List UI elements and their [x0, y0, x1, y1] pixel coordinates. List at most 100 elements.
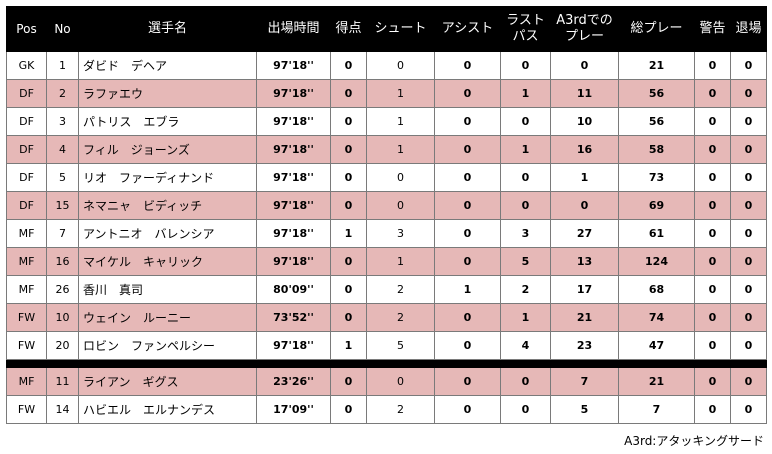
cell-a3rd: 11: [550, 79, 619, 108]
cell-no: 10: [46, 303, 79, 332]
cell-name: ラファエウ: [78, 79, 257, 108]
cell-name: マイケル キャリック: [78, 247, 257, 276]
cell-no: 7: [46, 219, 79, 248]
cell-no: 2: [46, 79, 79, 108]
cell-shots: 1: [366, 135, 435, 164]
cell-time: 97'18'': [256, 51, 331, 80]
cell-pos: DF: [6, 79, 47, 108]
player-row: FW 10 ウェイン ルーニー 73'52'' 0 2 0 1 21 74 0 0: [6, 303, 767, 332]
cell-exit: 0: [730, 367, 767, 396]
cell-warn: 0: [694, 191, 731, 220]
cell-last-pass: 1: [500, 303, 551, 332]
player-row: DF 2 ラファエウ 97'18'' 0 1 0 1 11 56 0 0: [6, 79, 767, 108]
cell-goals: 0: [330, 367, 367, 396]
header-warn: 警告: [694, 6, 731, 52]
cell-last-pass: 1: [500, 79, 551, 108]
cell-last-pass: 0: [500, 191, 551, 220]
cell-name: ハビエル エルナンデス: [78, 395, 257, 424]
cell-warn: 0: [694, 275, 731, 304]
header-name: 選手名: [78, 6, 257, 52]
cell-warn: 0: [694, 79, 731, 108]
cell-pos: FW: [6, 395, 47, 424]
cell-pos: DF: [6, 163, 47, 192]
cell-warn: 0: [694, 219, 731, 248]
cell-goals: 0: [330, 303, 367, 332]
cell-no: 20: [46, 331, 79, 360]
cell-goals: 0: [330, 247, 367, 276]
cell-a3rd: 21: [550, 303, 619, 332]
cell-goals: 0: [330, 395, 367, 424]
header-shots: シュート: [366, 6, 435, 52]
cell-name: ダビド デヘア: [78, 51, 257, 80]
cell-last-pass: 3: [500, 219, 551, 248]
cell-name: ライアン ギグス: [78, 367, 257, 396]
cell-exit: 0: [730, 51, 767, 80]
cell-exit: 0: [730, 303, 767, 332]
stats-body: GK 1 ダビド デヘア 97'18'' 0 0 0 0 0 21 0 0 DF 2 ラファエウ 97'18'…: [6, 51, 767, 424]
cell-warn: 0: [694, 107, 731, 136]
cell-time: 80'09'': [256, 275, 331, 304]
cell-warn: 0: [694, 51, 731, 80]
cell-warn: 0: [694, 367, 731, 396]
cell-pos: DF: [6, 191, 47, 220]
cell-last-pass: 5: [500, 247, 551, 276]
cell-goals: 1: [330, 219, 367, 248]
cell-name: リオ ファーディナンド: [78, 163, 257, 192]
cell-total: 58: [618, 135, 695, 164]
cell-goals: 1: [330, 331, 367, 360]
cell-last-pass: 0: [500, 395, 551, 424]
cell-time: 97'18'': [256, 163, 331, 192]
cell-exit: 0: [730, 163, 767, 192]
cell-no: 3: [46, 107, 79, 136]
header-pos: Pos: [6, 6, 47, 52]
player-row: DF 4 フィル ジョーンズ 97'18'' 0 1 0 1 16 58 0 0: [6, 135, 767, 164]
cell-a3rd: 1: [550, 163, 619, 192]
cell-assists: 0: [434, 331, 501, 360]
cell-name: ウェイン ルーニー: [78, 303, 257, 332]
header-row: Pos No 選手名 出場時間 得点 シュート アシスト ラスト パス A3rd…: [6, 6, 767, 52]
cell-shots: 0: [366, 51, 435, 80]
cell-assists: 0: [434, 135, 501, 164]
header-last-pass: ラスト パス: [500, 6, 551, 52]
cell-last-pass: 0: [500, 107, 551, 136]
cell-exit: 0: [730, 219, 767, 248]
cell-last-pass: 2: [500, 275, 551, 304]
cell-exit: 0: [730, 135, 767, 164]
cell-assists: 1: [434, 275, 501, 304]
cell-no: 26: [46, 275, 79, 304]
cell-shots: 1: [366, 107, 435, 136]
cell-shots: 2: [366, 303, 435, 332]
cell-a3rd: 7: [550, 367, 619, 396]
player-stats-table: Pos No 選手名 出場時間 得点 シュート アシスト ラスト パス A3rd…: [6, 6, 767, 424]
cell-shots: 5: [366, 331, 435, 360]
cell-time: 97'18'': [256, 219, 331, 248]
cell-a3rd: 10: [550, 107, 619, 136]
player-row: DF 15 ネマニャ ビディッチ 97'18'' 0 0 0 0 0 69 0 0: [6, 191, 767, 220]
cell-pos: MF: [6, 367, 47, 396]
cell-no: 5: [46, 163, 79, 192]
cell-assists: 0: [434, 247, 501, 276]
cell-time: 97'18'': [256, 247, 331, 276]
cell-time: 23'26'': [256, 367, 331, 396]
header-no: No: [46, 6, 79, 52]
cell-pos: FW: [6, 303, 47, 332]
cell-total: 68: [618, 275, 695, 304]
cell-total: 74: [618, 303, 695, 332]
header-a3rd-line2: プレー: [564, 29, 604, 44]
player-row: MF 26 香川 真司 80'09'' 0 2 1 2 17 68 0 0: [6, 275, 767, 304]
cell-total: 61: [618, 219, 695, 248]
cell-no: 1: [46, 51, 79, 80]
header-a3rd-line1: A3rdでの: [556, 13, 613, 28]
header-goals: 得点: [330, 6, 367, 52]
header-assists: アシスト: [434, 6, 501, 52]
cell-no: 4: [46, 135, 79, 164]
cell-goals: 0: [330, 275, 367, 304]
cell-pos: MF: [6, 219, 47, 248]
cell-shots: 1: [366, 79, 435, 108]
cell-total: 21: [618, 367, 695, 396]
cell-last-pass: 0: [500, 367, 551, 396]
cell-exit: 0: [730, 107, 767, 136]
cell-a3rd: 17: [550, 275, 619, 304]
cell-name: フィル ジョーンズ: [78, 135, 257, 164]
cell-shots: 0: [366, 163, 435, 192]
